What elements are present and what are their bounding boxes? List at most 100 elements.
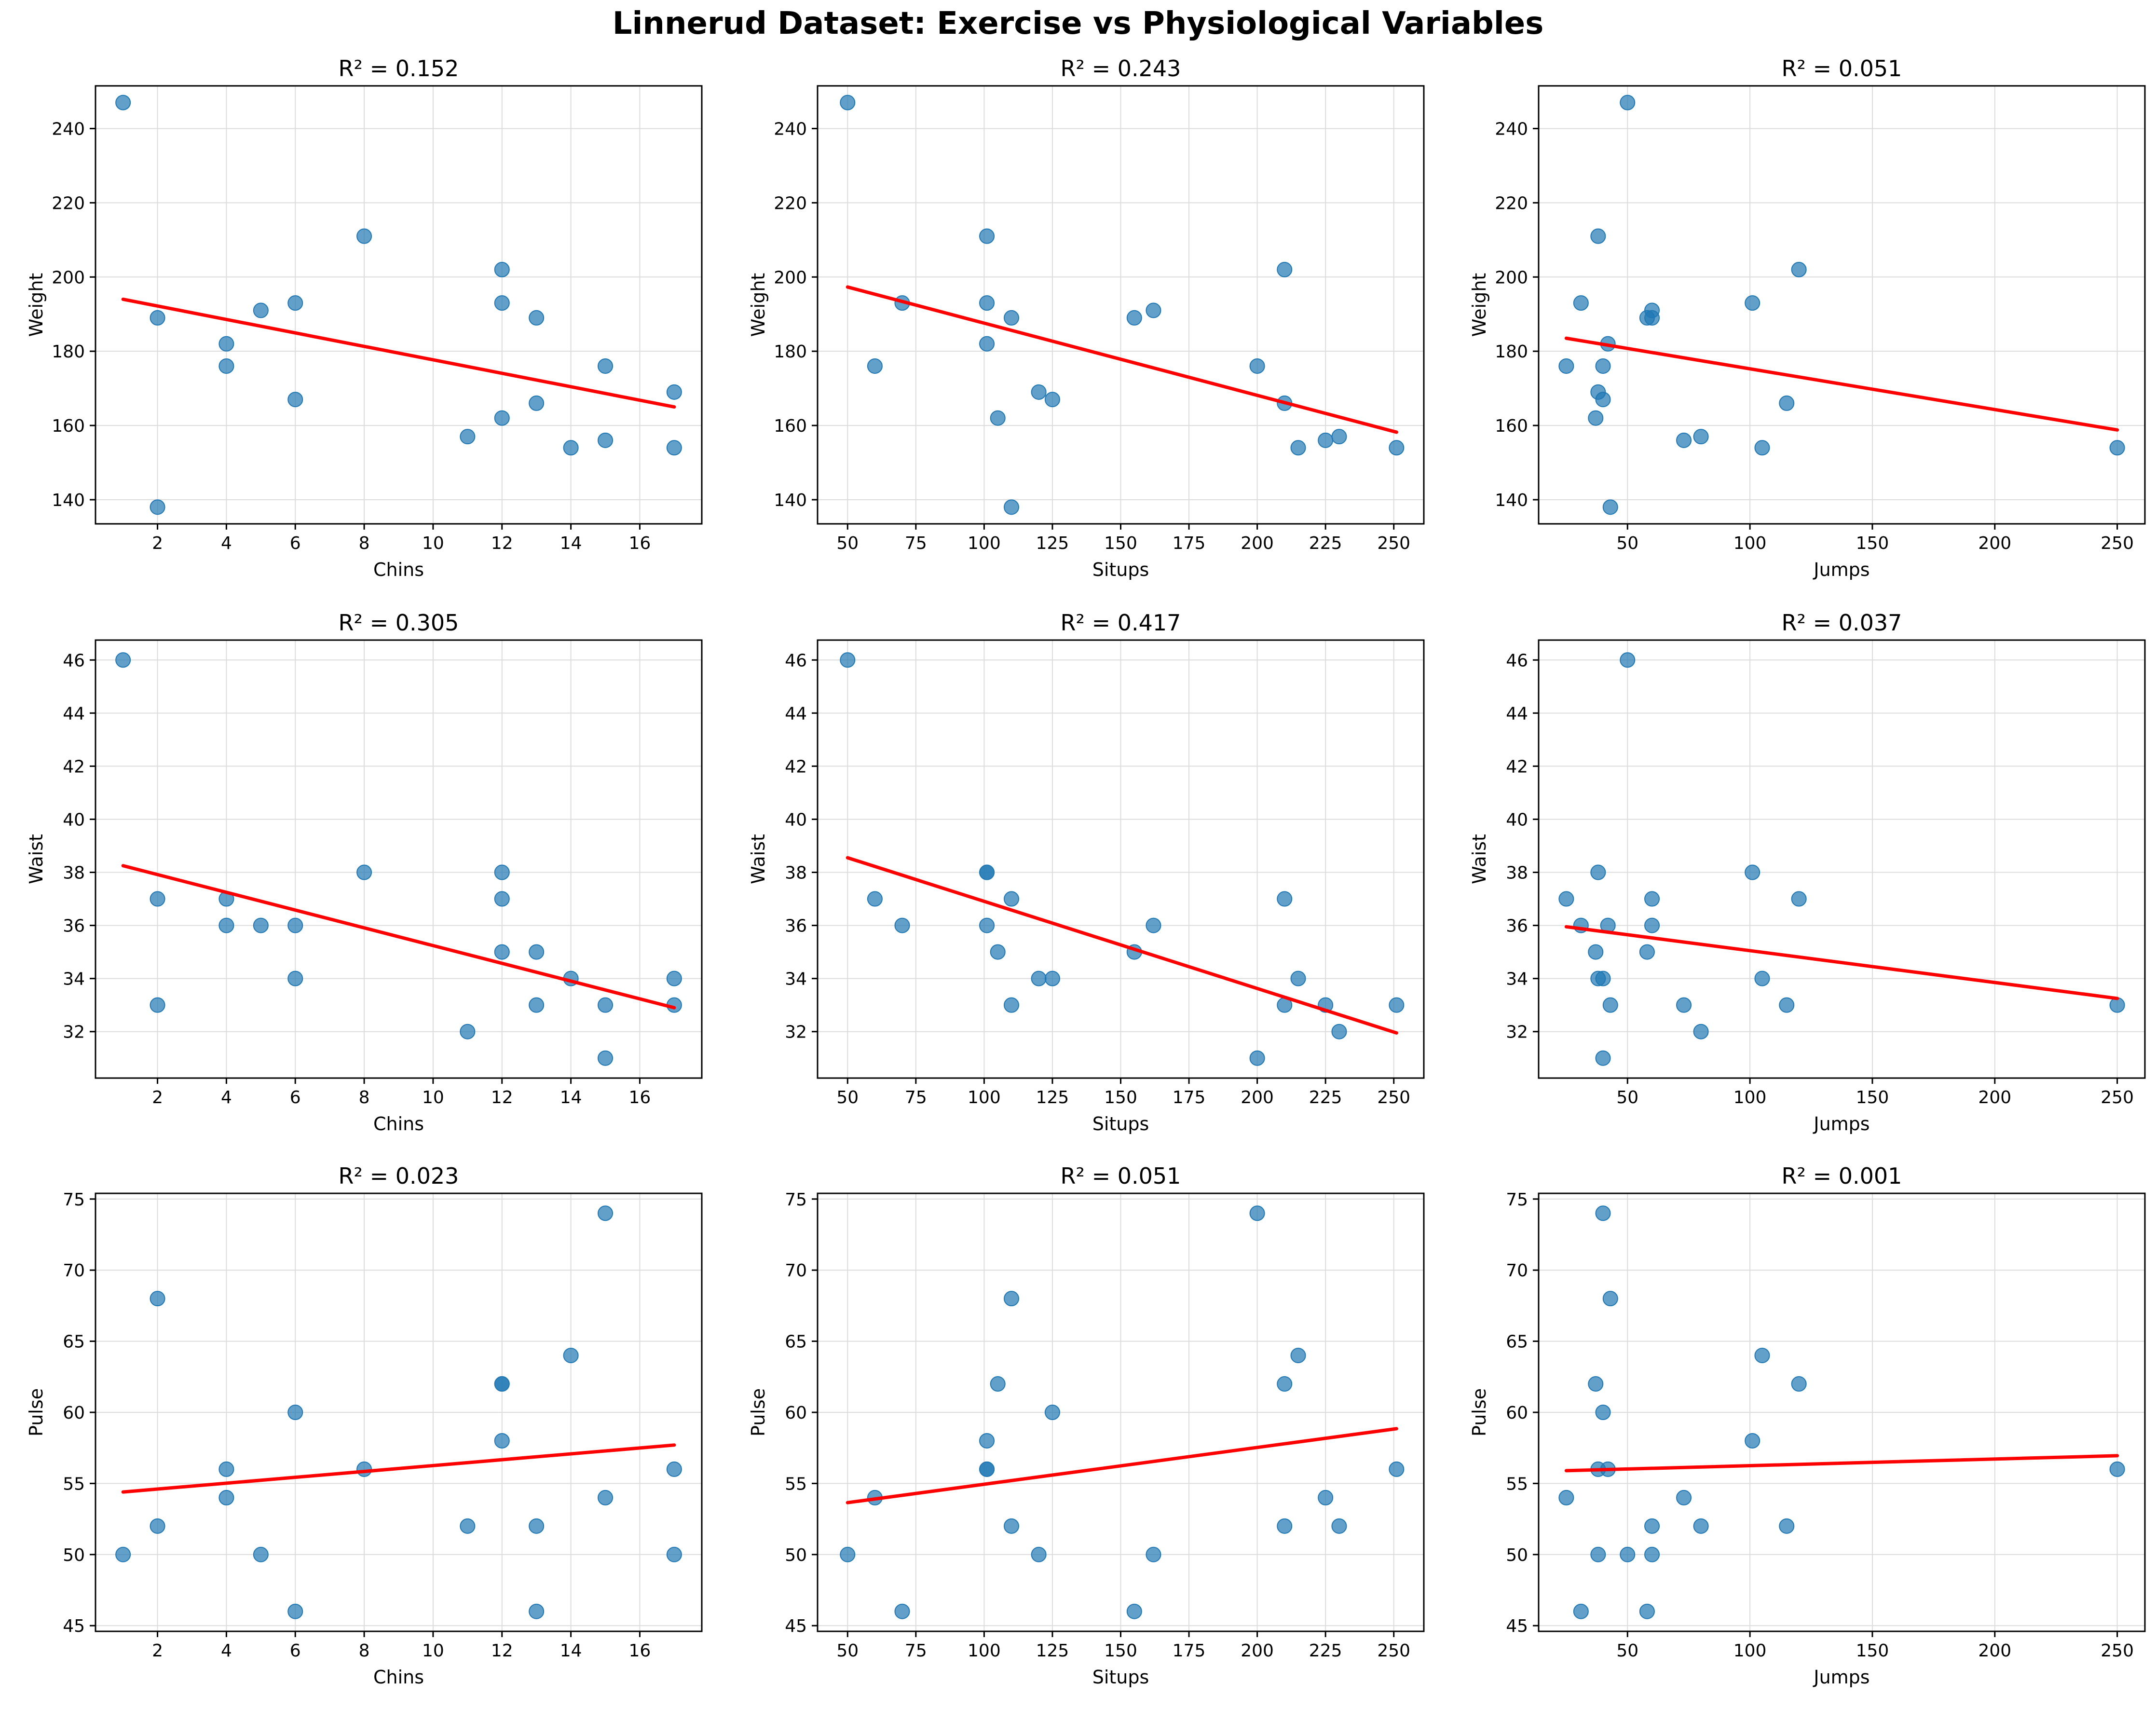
y-tick-label: 180 [52, 342, 85, 362]
data-point [1389, 440, 1405, 456]
data-point [287, 1603, 303, 1619]
data-point [1745, 295, 1760, 311]
data-point [494, 410, 510, 426]
x-tick-label: 150 [1104, 1088, 1137, 1107]
x-tick-label: 4 [221, 1641, 232, 1661]
x-tick-label: 4 [221, 1088, 232, 1107]
figure-title: Linnerud Dataset: Exercise vs Physiologi… [612, 6, 1544, 41]
subplot-title: R² = 0.152 [339, 55, 459, 82]
x-tick-label: 16 [629, 533, 651, 553]
data-point [1644, 1546, 1660, 1562]
data-point [1639, 310, 1655, 326]
y-tick-label: 240 [1495, 119, 1528, 139]
data-point [1290, 1348, 1306, 1364]
subplot-title: R² = 0.243 [1061, 55, 1181, 82]
x-tick-label: 250 [2101, 1641, 2134, 1661]
y-axis-label: Weight [748, 273, 769, 337]
y-tick-label: 55 [1506, 1474, 1528, 1494]
data-point [287, 392, 303, 408]
data-point [1779, 395, 1795, 411]
x-tick-label: 125 [1036, 533, 1069, 553]
data-point [494, 891, 510, 907]
subplot-title: R² = 0.417 [1061, 610, 1181, 636]
subplot-8: 50 75 100 125 150 175 200 225 250 45 50 55 60 65 70 75 R… [748, 1163, 1425, 1688]
fit-line [121, 1443, 676, 1494]
x-tick-label: 6 [290, 1641, 301, 1661]
data-point [1620, 95, 1636, 110]
data-point [287, 1405, 303, 1420]
y-tick-label: 34 [63, 970, 85, 989]
data-point [150, 1291, 165, 1307]
data-point [218, 1490, 234, 1505]
axes-frame [95, 639, 703, 1079]
data-point [1754, 1348, 1770, 1364]
x-axis-label: Jumps [1813, 1113, 1869, 1135]
data-point [115, 652, 131, 668]
data-point [529, 395, 545, 411]
data-point [1044, 1405, 1060, 1420]
x-tick-label: 10 [422, 533, 444, 553]
data-point [1004, 891, 1020, 907]
data-point [529, 1518, 545, 1534]
data-point [150, 891, 165, 907]
data-point [1779, 997, 1795, 1013]
subplot-title: R² = 0.023 [339, 1163, 459, 1189]
x-tick-label: 200 [1241, 1641, 1274, 1661]
data-point [1331, 1024, 1347, 1039]
x-tick-label: 75 [905, 533, 927, 553]
data-point [979, 864, 995, 880]
data-point [529, 944, 545, 960]
data-point [1249, 358, 1265, 374]
x-tick-label: 100 [1733, 1641, 1767, 1661]
data-point [1602, 499, 1618, 515]
data-point [1745, 864, 1760, 880]
y-tick-label: 50 [1506, 1545, 1528, 1565]
data-point [979, 1461, 995, 1477]
data-point [1126, 1603, 1142, 1619]
data-point [979, 336, 995, 352]
x-tick-label: 50 [836, 1088, 859, 1107]
data-point [1277, 1376, 1293, 1392]
x-tick-label: 2 [152, 1641, 163, 1661]
data-point [1277, 1518, 1293, 1534]
x-axis-label: Jumps [1813, 1667, 1869, 1688]
subplot-title: R² = 0.305 [339, 610, 459, 636]
x-tick-label: 250 [1377, 1641, 1410, 1661]
data-point [115, 95, 131, 110]
y-tick-label: 70 [1506, 1261, 1528, 1281]
y-tick-label: 32 [785, 1023, 807, 1042]
x-tick-label: 200 [1241, 533, 1274, 553]
data-point [563, 1348, 579, 1364]
data-point [990, 1376, 1006, 1392]
x-tick-label: 175 [1173, 533, 1206, 553]
data-point [2109, 1461, 2125, 1477]
x-tick-label: 2 [152, 533, 163, 553]
data-point [990, 944, 1006, 960]
x-tick-label: 100 [968, 1641, 1001, 1661]
data-point [150, 997, 165, 1013]
data-point [150, 1518, 165, 1534]
data-point [840, 95, 856, 110]
fit-line [846, 856, 1398, 1035]
y-tick-label: 42 [785, 757, 807, 777]
data-point [598, 432, 614, 448]
x-tick-label: 175 [1173, 1641, 1206, 1661]
data-point [894, 917, 910, 933]
x-tick-label: 16 [629, 1088, 651, 1107]
data-point [529, 310, 545, 326]
data-point [840, 1546, 856, 1562]
x-tick-label: 8 [359, 1641, 370, 1661]
data-point [460, 1518, 476, 1534]
data-point [356, 864, 372, 880]
x-axis-label: Chins [373, 1667, 424, 1688]
x-tick-label: 150 [1104, 1641, 1137, 1661]
x-axis-label: Situps [1092, 1667, 1149, 1688]
data-point [979, 917, 995, 933]
data-point [2109, 440, 2125, 456]
data-point [1676, 997, 1692, 1013]
data-point [1331, 429, 1347, 445]
subplot-title: R² = 0.037 [1782, 610, 1902, 636]
y-tick-label: 36 [1506, 916, 1528, 936]
